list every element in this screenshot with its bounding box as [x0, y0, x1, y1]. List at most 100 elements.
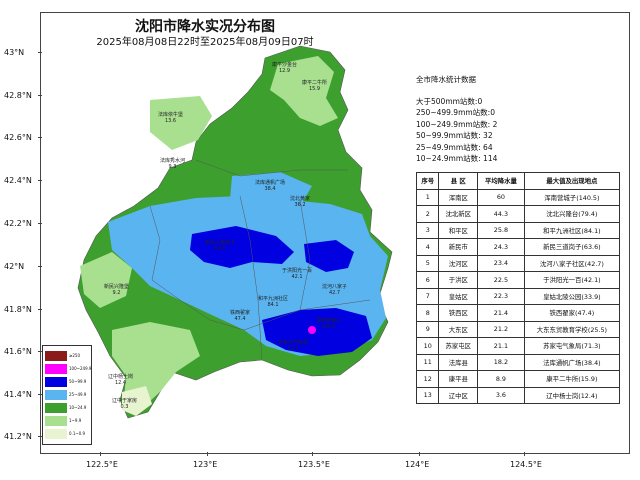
- legend-item: ≥250: [45, 349, 89, 362]
- legend-label: 50~99.9: [69, 379, 87, 384]
- region-blue-southeast: [262, 308, 372, 356]
- lon-label: 123°E: [193, 460, 218, 469]
- site-label: 辽中于家房 0.3: [112, 398, 138, 410]
- table-cell: 21.4: [477, 304, 525, 322]
- site-label: 苏家屯气象局 71.3: [278, 340, 309, 352]
- stats-title: 全市降水统计数据: [416, 75, 476, 84]
- site-label: 法库依牛堡 13.6: [158, 112, 184, 124]
- table-cell: 铁西区: [438, 304, 479, 322]
- lat-label: 41.6°N: [4, 347, 32, 356]
- stats-line: 100~249.9mm站数: 2: [416, 119, 498, 129]
- table-cell: 皇姑北陵公园(33.9): [523, 287, 621, 305]
- table-cell: 3.6: [477, 386, 525, 404]
- lat-label: 42.2°N: [4, 219, 32, 228]
- table-cell: 浑南营城子(140.5): [523, 188, 621, 206]
- table-cell: 和平区: [438, 221, 479, 239]
- legend-swatch: [45, 402, 67, 413]
- table-cell: 21.1: [477, 337, 525, 355]
- district-border: [179, 299, 371, 331]
- table-cell: 23.4: [477, 254, 525, 272]
- site-label: 康平二牛所 15.9: [302, 80, 328, 92]
- region-lightblue-north: [230, 172, 312, 212]
- lat-tick: [38, 436, 42, 437]
- table-row: 7 皇姑区 22.3 皇姑北陵公园(33.9): [415, 287, 621, 305]
- table-cell: 7: [415, 287, 440, 305]
- table-cell: 22.3: [477, 287, 525, 305]
- table-cell: 25.8: [477, 221, 525, 239]
- stats-line: 50~99.9mm站数: 32: [416, 131, 493, 140]
- table-row: 6 于洪区 22.5 于洪阳光一百(42.1): [415, 271, 621, 289]
- region-pale-south: [122, 386, 152, 416]
- lat-tick: [38, 309, 42, 310]
- legend-item: 25~49.9: [45, 388, 89, 401]
- lat-label: 43°N: [4, 48, 25, 57]
- region-lightgreen-north: [270, 56, 338, 126]
- lon-tick: [524, 452, 525, 456]
- site-label: 新民三道岗子 63.6: [205, 240, 236, 252]
- lon-tick: [312, 452, 313, 456]
- table-body: 1 浑南区 60 浑南营城子(140.5) 2 沈北新区 44.3 沈北兴隆台(79.4) 3 和…: [415, 188, 621, 404]
- table-cell: 辽中区: [438, 386, 479, 404]
- lat-tick: [38, 223, 42, 224]
- table-cell: 10: [415, 337, 440, 355]
- region-blue-northeast: [304, 240, 354, 272]
- table-cell: 康平二牛所(15.9): [523, 370, 621, 388]
- site-label: 沈河八家子 42.7: [322, 284, 348, 296]
- stats-line: 25~49.9mm站数: 64: [416, 142, 493, 152]
- table-header: 平均降水量: [477, 172, 525, 190]
- table-row: 2 沈北新区 44.3 沈北兴隆台(79.4): [415, 205, 621, 223]
- stats-panel: 全市降水统计数据 大于500mm站数:0 250~499.9mm站数:0 100…: [416, 74, 616, 165]
- district-border: [299, 199, 311, 311]
- table-cell: 沈北兴隆台(79.4): [523, 205, 621, 223]
- legend-swatch: [45, 415, 67, 426]
- table-row: 5 沈河区 23.4 沈河八家子社区(42.7): [415, 254, 621, 272]
- legend: ≥250 100~249.9 50~99.9 25~49.9 10~24.9 1…: [42, 345, 92, 445]
- table-cell: 4: [415, 238, 440, 256]
- legend-swatch: [45, 363, 67, 374]
- region-magenta-peak: [308, 326, 316, 334]
- table-row: 11 法库县 18.2 法库通帆广场(38.4): [415, 353, 621, 371]
- legend-swatch: [45, 376, 67, 387]
- table-cell: 皇姑区: [438, 287, 479, 305]
- table-cell: 法库通帆广场(38.4): [523, 353, 621, 371]
- site-label: 法库通帆广场 38.4: [255, 180, 286, 192]
- lat-tick: [38, 351, 42, 352]
- lat-tick: [38, 137, 42, 138]
- lon-label: 124.5°E: [510, 460, 542, 469]
- table-cell: 11: [415, 353, 440, 371]
- table-row: 13 辽中区 3.6 辽中杨士岗(12.4): [415, 386, 621, 404]
- table-cell: 铁西翟家(47.4): [523, 304, 621, 322]
- site-label: 浑南营城子 140.5: [316, 318, 342, 330]
- table-cell: 法库县: [438, 353, 479, 371]
- table-cell: 苏家屯区: [438, 337, 479, 355]
- table-cell: 24.3: [477, 238, 525, 256]
- lon-tick: [207, 452, 208, 456]
- table-cell: 苏家屯气象局(71.3): [523, 337, 621, 355]
- table-cell: 8: [415, 304, 440, 322]
- region-lightgreen-northwest: [150, 96, 212, 150]
- table-cell: 9: [415, 320, 440, 338]
- region-lightgreen-south: [112, 322, 200, 410]
- lat-label: 41.2°N: [4, 432, 32, 441]
- site-label: 新民兴隆堡 9.2: [104, 284, 130, 296]
- table-cell: 康平县: [438, 370, 479, 388]
- legend-label: 1~9.9: [69, 418, 82, 423]
- table-cell: 沈北新区: [438, 205, 479, 223]
- table-header: 最大值及出现地点: [523, 172, 621, 190]
- table-cell: 辽中杨士岗(12.4): [523, 386, 621, 404]
- district-border: [149, 205, 181, 301]
- table-row: 4 新民市 24.3 新民三道岗子(63.6): [415, 238, 621, 256]
- lat-label: 41.4°N: [4, 390, 32, 399]
- legend-item: 1~9.9: [45, 414, 89, 427]
- region-lightgreen-west: [80, 252, 132, 308]
- table-row: 1 浑南区 60 浑南营城子(140.5): [415, 188, 621, 206]
- lat-label: 42.8°N: [4, 91, 32, 100]
- table-header: 序号: [415, 172, 440, 190]
- table-row: 12 康平县 8.9 康平二牛所(15.9): [415, 370, 621, 388]
- site-label: 辽中杨士岗 12.4: [108, 374, 134, 386]
- lon-tick: [100, 452, 101, 456]
- table-header: 县 区: [438, 172, 479, 190]
- district-border: [195, 159, 348, 177]
- map-subtitle: 2025年08月08日22时至2025年08月09日07时: [96, 37, 314, 48]
